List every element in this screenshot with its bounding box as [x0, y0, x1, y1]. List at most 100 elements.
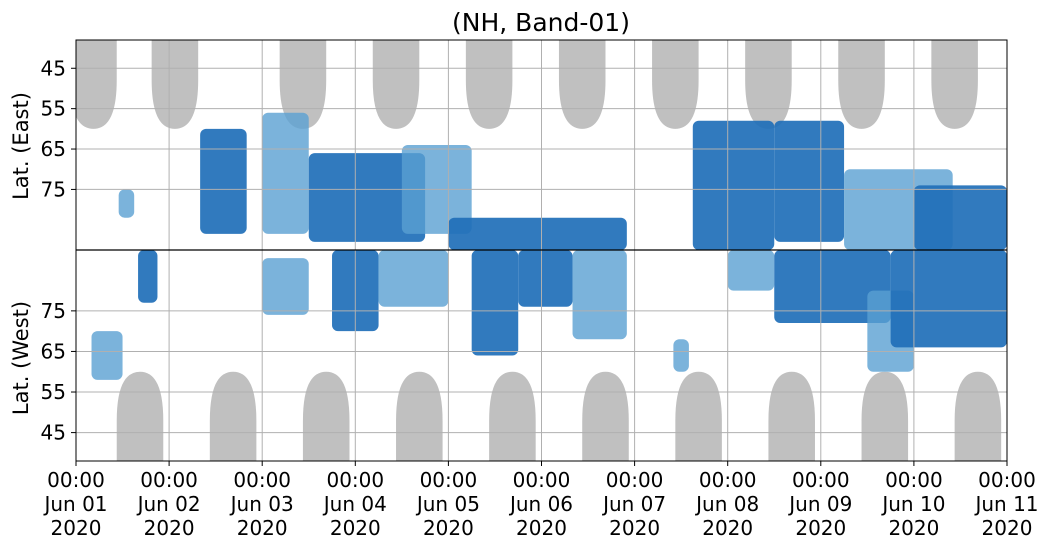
- x-tick-label-line: 2020: [609, 516, 660, 540]
- x-tick-label-line: 00:00: [792, 468, 850, 492]
- activity-region: [774, 250, 891, 324]
- dark-mask-west: [582, 371, 629, 461]
- x-tick-label-line: Jun 03: [229, 492, 294, 516]
- activity-region: [890, 250, 1007, 348]
- y-tick-label-west: 45: [41, 421, 66, 445]
- x-tick-label-line: Jun 05: [415, 492, 480, 516]
- dark-mask-east: [838, 40, 885, 129]
- dark-mask-east: [76, 40, 117, 129]
- y-tick-label-east: 65: [41, 137, 66, 161]
- x-tick-label-line: Jun 02: [136, 492, 201, 516]
- x-tick-label-line: 00:00: [233, 468, 291, 492]
- x-tick-label-line: 00:00: [885, 468, 943, 492]
- dark-mask-west: [489, 371, 536, 461]
- x-tick-label: 00:00 Jun 07 2020: [601, 468, 666, 540]
- activity-region: [727, 250, 775, 291]
- x-tick-label-line: 2020: [888, 516, 939, 540]
- activity-region: [262, 112, 309, 234]
- x-tick-label-line: 00:00: [47, 468, 105, 492]
- x-tick-label-line: Jun 07: [601, 492, 666, 516]
- dark-mask-east: [745, 40, 792, 129]
- x-tick-label-line: 00:00: [140, 468, 198, 492]
- x-tick-label: 00:00 Jun 06 2020: [508, 468, 573, 540]
- x-tick-label-line: 2020: [795, 516, 846, 540]
- activity-region: [118, 189, 135, 218]
- x-tick-label-line: 00:00: [699, 468, 757, 492]
- dark-mask-west: [768, 371, 815, 461]
- activity-region: [91, 331, 123, 380]
- dark-mask-east: [931, 40, 978, 129]
- dark-mask-west: [861, 371, 909, 461]
- x-tick-label-line: 2020: [330, 516, 381, 540]
- dark-mask-east: [372, 40, 420, 129]
- x-tick-label-line: 00:00: [513, 468, 571, 492]
- y-tick-label-east: 75: [41, 177, 66, 201]
- x-tick-label: 00:00 Jun 04 2020: [322, 468, 387, 540]
- y-tick-label-east: 45: [41, 56, 66, 80]
- x-tick-label-line: 2020: [516, 516, 567, 540]
- activity-region: [308, 153, 426, 242]
- dark-mask-west: [396, 371, 443, 461]
- x-tick-label: 00:00 Jun 08 2020: [694, 468, 759, 540]
- activity-region: [774, 120, 845, 242]
- y-tick-label-east: 55: [41, 97, 66, 121]
- dark-mask-east: [652, 40, 699, 129]
- dark-mask-west: [209, 371, 257, 461]
- y-label-east: Lat. (East): [9, 92, 33, 200]
- x-tick-label: 00:00 Jun 02 2020: [136, 468, 201, 540]
- y-label-west: Lat. (West): [9, 301, 33, 415]
- x-tick-label-line: Jun 08: [694, 492, 759, 516]
- activity-region: [138, 250, 158, 303]
- dark-mask-west: [954, 371, 1002, 461]
- x-tick-label: 00:00 Jun 01 2020: [42, 468, 107, 540]
- x-tick-label-line: Jun 06: [508, 492, 573, 516]
- x-tick-label-line: 2020: [982, 516, 1033, 540]
- y-tick-label-west: 75: [41, 299, 66, 323]
- x-tick-label-line: 2020: [423, 516, 474, 540]
- x-tick-label: 00:00 Jun 11 2020: [973, 468, 1038, 540]
- activity-region: [448, 217, 627, 250]
- dark-mask-west: [675, 371, 722, 461]
- activity-layer: [91, 112, 1007, 380]
- x-tick-label: 00:00 Jun 05 2020: [415, 468, 480, 540]
- x-tick-label-line: 00:00: [326, 468, 384, 492]
- x-tick-label-line: Jun 10: [880, 492, 945, 516]
- dark-mask-east: [279, 40, 327, 129]
- activity-region: [572, 250, 627, 340]
- x-tick-label-line: 2020: [144, 516, 195, 540]
- x-tick-label: 00:00 Jun 10 2020: [880, 468, 945, 540]
- activity-region: [692, 120, 775, 251]
- x-tick-label-line: 2020: [51, 516, 102, 540]
- x-tick-label-line: Jun 01: [42, 492, 107, 516]
- x-tick-label-line: 00:00: [978, 468, 1036, 492]
- x-tick-label-line: Jun 09: [787, 492, 852, 516]
- activity-region: [913, 185, 1007, 250]
- y-tick-label-west: 55: [41, 380, 66, 404]
- dark-mask-west: [302, 371, 350, 461]
- dark-mask-west: [116, 371, 164, 461]
- dark-mask-layer: [76, 40, 1002, 461]
- x-tick-label-line: Jun 11: [973, 492, 1038, 516]
- y-axis: 45 55 65 75 75 65 55 45: [41, 56, 76, 445]
- plot-area: [76, 40, 1007, 461]
- activity-region: [673, 339, 689, 372]
- x-tick-label: 00:00 Jun 09 2020: [787, 468, 852, 540]
- dark-mask-east: [465, 40, 513, 129]
- x-tick-label-line: 00:00: [420, 468, 478, 492]
- dark-mask-east: [151, 40, 199, 129]
- dark-mask-east: [558, 40, 606, 129]
- x-tick-label-line: Jun 04: [322, 492, 387, 516]
- activity-region: [518, 250, 573, 307]
- x-tick-label-line: 00:00: [606, 468, 664, 492]
- activity-region: [262, 258, 309, 315]
- x-tick-label-line: 2020: [702, 516, 753, 540]
- activity-region: [471, 250, 519, 356]
- activity-region: [200, 128, 247, 234]
- chart-title: (NH, Band-01): [452, 8, 630, 37]
- x-tick-label-line: 2020: [237, 516, 288, 540]
- x-tick-label: 00:00 Jun 03 2020: [229, 468, 294, 540]
- activity-region: [378, 250, 449, 307]
- y-tick-label-west: 65: [41, 339, 66, 363]
